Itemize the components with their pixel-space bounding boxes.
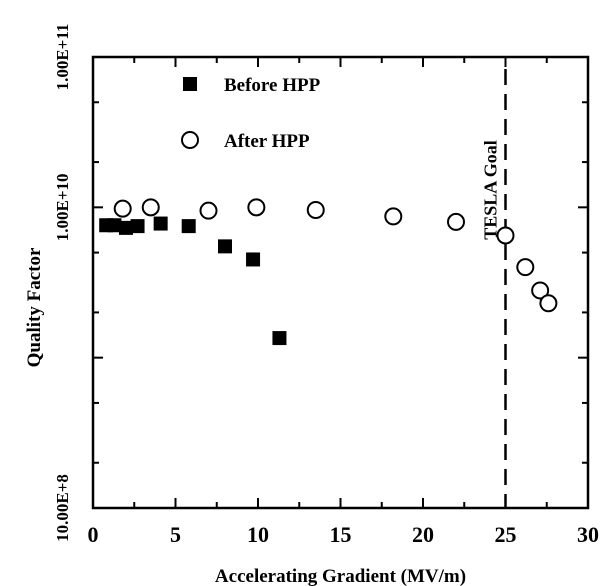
after-hpp-point <box>531 281 550 300</box>
before-hpp-point <box>272 331 287 346</box>
plot-area <box>91 55 590 510</box>
x-tick-label: 5 <box>170 522 181 547</box>
after-hpp-point <box>141 198 160 217</box>
before-hpp-point <box>153 216 168 231</box>
after-hpp-point <box>199 201 218 220</box>
before-hpp-point <box>181 219 196 234</box>
x-tick-label: 25 <box>495 522 517 547</box>
before-hpp-point <box>107 218 122 233</box>
after-hpp-point <box>447 212 465 231</box>
y-tick-label: 1.00E+11 <box>53 24 72 91</box>
after-hpp-point <box>306 200 325 219</box>
legend-marker <box>183 77 197 91</box>
axis-tick-labels: 0 5 10 15 20 25 30 10.00E+8 1.00E+10 1.00E+11 <box>53 24 599 547</box>
y-tick-label: 1.00E+10 <box>53 173 72 241</box>
legend-label: After HPP <box>224 131 310 152</box>
before-hpp-point <box>130 219 145 234</box>
legend-marker <box>181 131 199 149</box>
y-tick-label: 10.00E+8 <box>53 474 72 542</box>
before-hpp-point <box>246 252 261 267</box>
after-hpp-point <box>539 294 558 313</box>
x-tick-label: 30 <box>577 522 599 547</box>
legend-label: Before HPP <box>224 75 321 96</box>
x-tick-label: 10 <box>247 522 269 547</box>
x-tick-label: 0 <box>88 522 99 547</box>
y-axis-title: Quality Factor <box>24 247 45 367</box>
data-markers <box>99 198 558 346</box>
x-tick-label: 15 <box>330 522 352 547</box>
before-hpp-point <box>218 239 232 254</box>
after-hpp-point <box>496 226 515 245</box>
after-hpp-point <box>247 198 266 217</box>
plot-border <box>91 55 590 510</box>
x-tick-label: 20 <box>412 522 434 547</box>
after-hpp-point <box>384 207 403 226</box>
after-hpp-point <box>113 199 132 218</box>
axis-ticks <box>92 57 589 509</box>
before-hpp-point <box>119 220 133 235</box>
legend: Before HPP After HPP <box>181 75 321 152</box>
tesla-goal-label: TESLA Goal <box>481 140 501 240</box>
tesla-goal-group: TESLA Goal <box>481 69 507 508</box>
after-hpp-point <box>516 258 535 277</box>
x-axis-title: Accelerating Gradient (MV/m) <box>215 566 466 586</box>
